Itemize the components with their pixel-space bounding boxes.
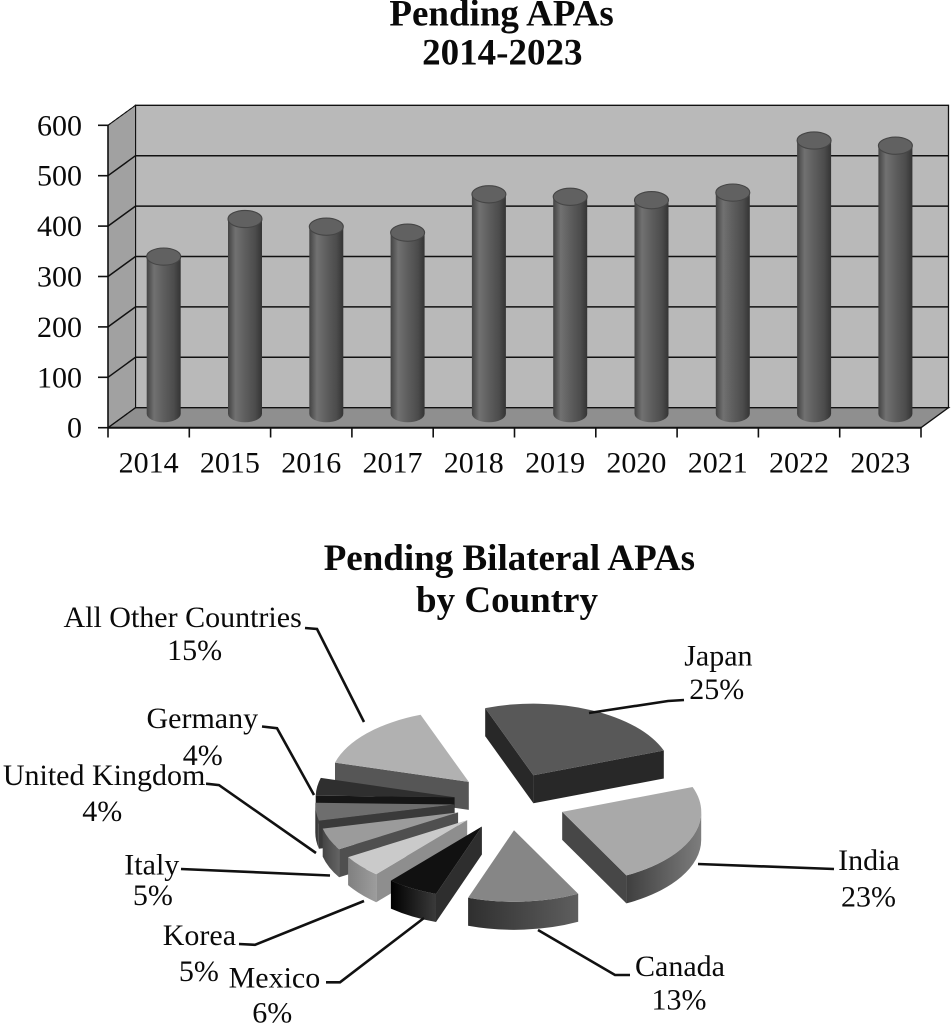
svg-text:2023: 2023 (850, 446, 910, 479)
svg-text:4%: 4% (82, 795, 122, 828)
svg-text:15%: 15% (167, 634, 222, 667)
svg-text:2019: 2019 (525, 446, 585, 479)
svg-text:500: 500 (37, 160, 82, 193)
svg-text:2020: 2020 (606, 446, 666, 479)
svg-text:5%: 5% (133, 879, 173, 912)
svg-text:2015: 2015 (200, 446, 260, 479)
svg-text:Germany: Germany (146, 702, 258, 735)
svg-text:Mexico: Mexico (229, 961, 321, 994)
svg-text:400: 400 (37, 210, 82, 243)
svg-text:Pending APAs: Pending APAs (389, 0, 613, 34)
svg-text:2022: 2022 (769, 446, 829, 479)
svg-text:Korea: Korea (163, 919, 236, 952)
svg-text:Italy: Italy (124, 849, 179, 882)
svg-text:23%: 23% (841, 881, 896, 914)
svg-text:4%: 4% (183, 739, 223, 772)
svg-text:2014-2023: 2014-2023 (422, 32, 582, 73)
svg-text:India: India (838, 844, 900, 877)
svg-text:2018: 2018 (444, 446, 504, 479)
svg-text:Canada: Canada (635, 950, 725, 983)
svg-text:5%: 5% (179, 955, 219, 988)
svg-text:6%: 6% (252, 996, 292, 1025)
svg-text:600: 600 (37, 109, 82, 142)
svg-text:2016: 2016 (281, 446, 341, 479)
svg-text:0: 0 (67, 412, 82, 445)
svg-text:by Country: by Country (416, 580, 598, 621)
svg-text:13%: 13% (652, 984, 707, 1017)
svg-text:100: 100 (37, 361, 82, 394)
svg-text:25%: 25% (689, 673, 744, 706)
svg-text:2021: 2021 (688, 446, 748, 479)
svg-text:300: 300 (37, 261, 82, 294)
svg-text:Japan: Japan (684, 639, 752, 672)
svg-text:2017: 2017 (363, 446, 423, 479)
svg-text:200: 200 (37, 311, 82, 344)
svg-text:All Other Countries: All Other Countries (63, 601, 301, 634)
svg-text:United Kingdom: United Kingdom (3, 759, 206, 792)
svg-text:2014: 2014 (119, 446, 179, 479)
svg-text:Pending Bilateral APAs: Pending Bilateral APAs (324, 538, 695, 579)
